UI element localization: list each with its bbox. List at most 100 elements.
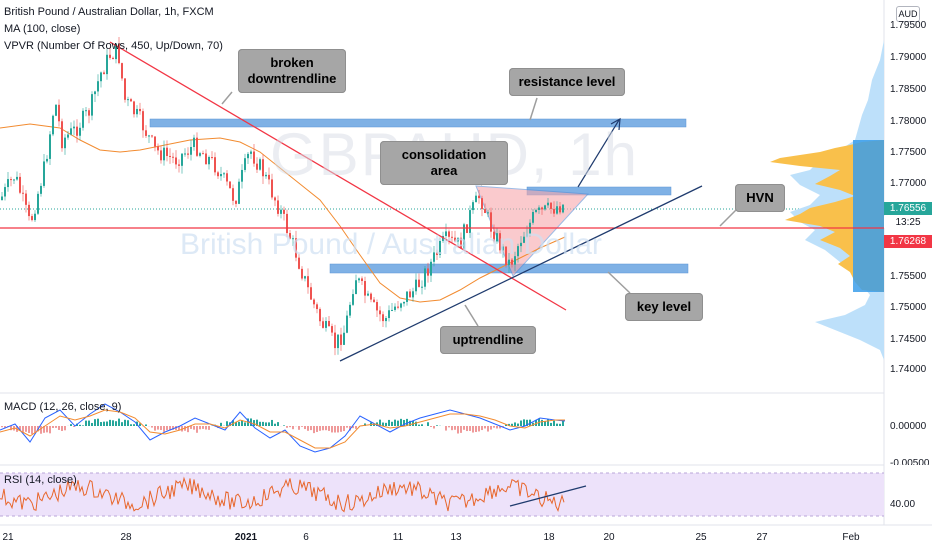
macd-bar: [277, 422, 279, 426]
candle-body: [427, 268, 429, 276]
macd-bar: [505, 424, 507, 426]
macd-bar: [403, 419, 405, 426]
candle-body: [493, 231, 495, 242]
candle-body: [388, 310, 390, 319]
macd-bar: [241, 420, 243, 426]
candle-body: [298, 257, 300, 269]
candle-body: [526, 233, 528, 237]
candle-body: [334, 332, 336, 349]
resistance-zone: [149, 118, 687, 128]
callout-hvn[interactable]: HVN: [735, 184, 785, 212]
candle-body: [370, 293, 372, 300]
macd-bar: [343, 426, 345, 432]
candle-body: [88, 110, 90, 116]
candle-body: [406, 291, 408, 302]
candle-body: [226, 173, 228, 182]
candle-countdown: 13:25: [895, 217, 921, 228]
macd-tick: -0.00500: [890, 458, 930, 465]
macd-bar: [487, 426, 489, 432]
macd-bar: [262, 421, 264, 426]
macd-bar: [286, 426, 288, 428]
candle-body: [358, 278, 360, 281]
candle-body: [424, 268, 426, 287]
macd-bar: [547, 419, 549, 426]
rsi-legend[interactable]: RSI (14, close): [4, 474, 77, 486]
macd-line: [0, 403, 566, 453]
candle-body: [559, 206, 561, 213]
macd-bar: [127, 420, 129, 426]
callout-key-level[interactable]: key level: [625, 293, 703, 321]
candle-body: [556, 206, 558, 214]
candle-body: [418, 279, 420, 287]
candle-body: [154, 136, 156, 147]
callout-resistance-level[interactable]: resistance level: [509, 68, 625, 96]
ma-legend[interactable]: MA (100, close): [4, 23, 81, 35]
candle-body: [301, 268, 303, 279]
candle-body: [37, 193, 39, 214]
candle-body: [169, 155, 171, 157]
vpvr-legend[interactable]: VPVR (Number Of Rows, 450, Up/Down, 70): [4, 40, 223, 52]
macd-legend[interactable]: MACD (12, 26, close, 9): [4, 401, 122, 413]
macd-bar: [562, 420, 564, 426]
macd-bar: [373, 423, 375, 426]
macd-bar: [499, 426, 501, 429]
candle-body: [34, 213, 36, 221]
time-tick: 6: [303, 532, 309, 543]
macd-bar: [31, 426, 33, 434]
macd-bar: [208, 426, 210, 430]
callout-consolidation-area[interactable]: consolidation area: [380, 141, 508, 185]
symbol-title[interactable]: British Pound / Australian Dollar, 1h, F…: [4, 6, 214, 18]
price-tick: 1.75000: [890, 302, 927, 313]
candle-body: [469, 210, 471, 233]
last-price-tag: 1.76556: [889, 203, 927, 214]
macd-bar: [331, 426, 333, 433]
currency-button[interactable]: AUD: [896, 6, 920, 22]
candle-body: [136, 108, 138, 115]
callout-broken-downtrendline[interactable]: broken downtrendline: [238, 49, 346, 93]
macd-bar: [550, 422, 552, 426]
candle-body: [247, 153, 249, 159]
macd-tick: 0.00000: [890, 421, 927, 432]
macd-bar: [430, 426, 432, 428]
candle-body: [142, 111, 144, 131]
candle-body: [409, 291, 411, 298]
candle-body: [394, 306, 396, 310]
candle-body: [25, 193, 27, 205]
rsi-line: [0, 476, 565, 513]
time-tick: 2021: [234, 532, 258, 543]
macd-bar: [490, 426, 492, 430]
candle-body: [178, 164, 180, 166]
candle-body: [496, 233, 498, 242]
candle-body: [109, 54, 111, 58]
macd-bar: [34, 426, 36, 434]
candle-body: [490, 212, 492, 232]
candle-body: [442, 235, 444, 241]
time-tick: 18: [543, 532, 555, 543]
macd-bar: [139, 423, 141, 426]
candle-body: [85, 110, 87, 112]
macd-bar: [433, 426, 435, 429]
candle-body: [124, 78, 126, 100]
callout-uptrendline[interactable]: uptrendline: [440, 326, 536, 354]
macd-bar: [145, 424, 147, 426]
macd-bar: [310, 426, 312, 431]
macd-bar: [28, 426, 30, 433]
macd-bar: [202, 426, 204, 429]
candle-body: [340, 334, 342, 345]
candle-body: [538, 207, 540, 210]
macd-bar: [514, 422, 516, 426]
macd-bar: [169, 426, 171, 431]
macd-bar: [328, 426, 330, 431]
candle-body: [439, 240, 441, 255]
macd-bar: [406, 418, 408, 426]
macd-bar: [256, 419, 258, 426]
macd-bar: [259, 421, 261, 426]
macd-bar: [388, 419, 390, 426]
time-tick: 11: [392, 532, 404, 543]
candle-body: [499, 233, 501, 251]
candle-body: [97, 81, 99, 92]
macd-bar: [379, 419, 381, 426]
candle-body: [508, 259, 510, 266]
candle-body: [49, 134, 51, 159]
